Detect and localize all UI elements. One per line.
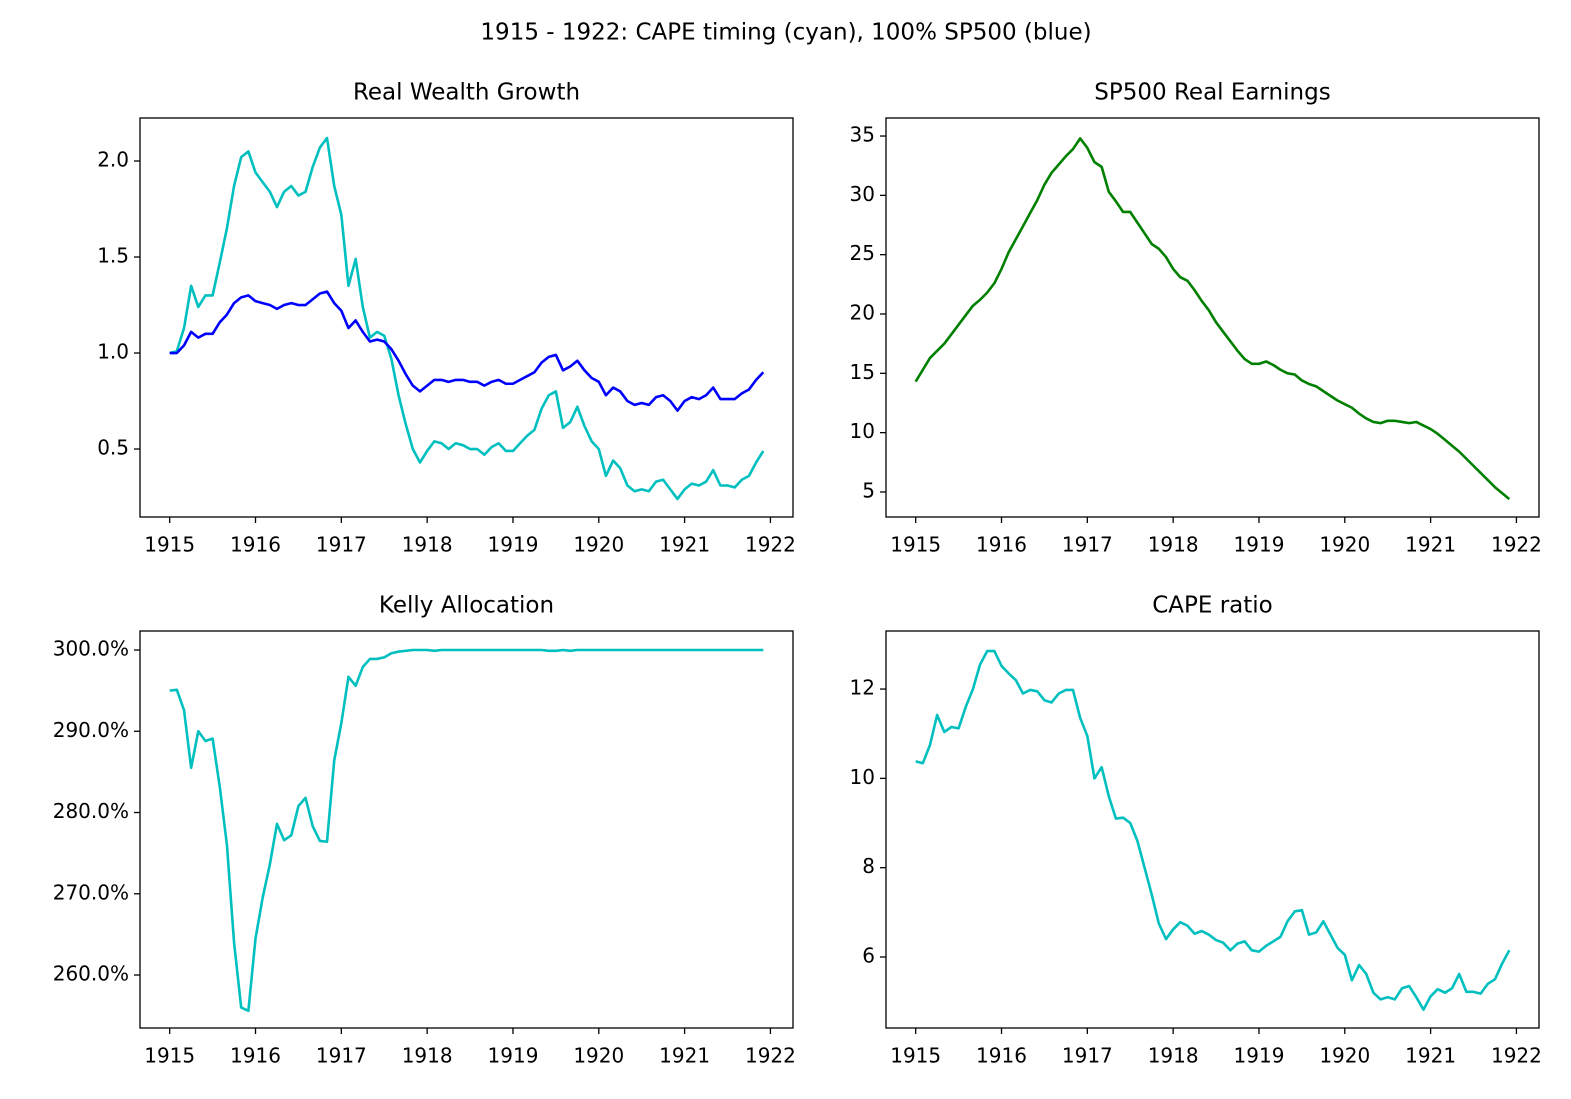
- y-tick-label: 10: [850, 419, 875, 443]
- line-series: [914, 137, 1511, 501]
- x-tick-label: 1915: [144, 1044, 195, 1068]
- x-tick-label: 1920: [573, 533, 624, 557]
- line-series: [169, 136, 765, 501]
- x-tick-label: 1920: [1319, 533, 1370, 557]
- x-tick-label: 1918: [1148, 533, 1199, 557]
- line-series: [169, 648, 764, 1013]
- y-tick-label: 270.0%: [53, 880, 129, 904]
- subplot-title: Kelly Allocation: [379, 593, 554, 619]
- x-tick-label: 1919: [488, 533, 539, 557]
- x-tick-label: 1917: [1062, 533, 1113, 557]
- x-tick-label: 1919: [1234, 533, 1285, 557]
- x-tick-label: 1921: [659, 1044, 710, 1068]
- y-tick-label: 12: [850, 676, 875, 700]
- x-tick-label: 1916: [230, 1044, 281, 1068]
- x-tick-label: 1920: [1319, 1044, 1370, 1068]
- subplot-title: CAPE ratio: [1152, 593, 1273, 619]
- x-tick-label: 1922: [1491, 1044, 1542, 1068]
- x-tick-label: 1916: [976, 533, 1027, 557]
- y-tick-label: 8: [862, 854, 875, 878]
- x-tick-label: 1916: [230, 533, 281, 557]
- axes-frame: [885, 117, 1540, 518]
- x-tick-label: 1915: [890, 533, 941, 557]
- y-tick-label: 1.5: [97, 244, 129, 268]
- y-tick-label: 10: [850, 765, 875, 789]
- x-tick-label: 1917: [1062, 1044, 1113, 1068]
- line-series: [169, 290, 765, 412]
- x-tick-label: 1917: [316, 1044, 367, 1068]
- y-tick-label: 5: [862, 478, 875, 502]
- axes-frame: [139, 630, 794, 1029]
- axes-frame: [885, 630, 1540, 1029]
- y-tick-label: 2.0: [97, 148, 129, 172]
- x-tick-label: 1915: [890, 1044, 941, 1068]
- subplot-title: SP500 Real Earnings: [1094, 80, 1330, 106]
- figure-title: 1915 - 1922: CAPE timing (cyan), 100% SP…: [480, 20, 1091, 46]
- x-tick-label: 1920: [573, 1044, 624, 1068]
- x-tick-label: 1918: [402, 533, 453, 557]
- x-tick-label: 1917: [316, 533, 367, 557]
- x-tick-label: 1918: [1148, 1044, 1199, 1068]
- x-tick-label: 1915: [144, 533, 195, 557]
- x-tick-label: 1916: [976, 1044, 1027, 1068]
- x-tick-label: 1922: [1491, 533, 1542, 557]
- y-tick-label: 20: [850, 301, 875, 325]
- y-tick-label: 290.0%: [53, 718, 129, 742]
- y-tick-label: 25: [850, 241, 875, 265]
- y-tick-label: 30: [850, 182, 875, 206]
- y-tick-label: 260.0%: [53, 962, 129, 986]
- y-tick-label: 0.5: [97, 436, 129, 460]
- x-tick-label: 1919: [1234, 1044, 1285, 1068]
- x-tick-label: 1921: [1405, 1044, 1456, 1068]
- y-tick-label: 35: [850, 123, 875, 147]
- x-tick-label: 1918: [402, 1044, 453, 1068]
- y-tick-label: 1.0: [97, 340, 129, 364]
- x-tick-label: 1919: [488, 1044, 539, 1068]
- x-tick-label: 1922: [745, 533, 796, 557]
- x-tick-label: 1922: [745, 1044, 796, 1068]
- subplot-title: Real Wealth Growth: [353, 80, 580, 106]
- y-tick-label: 300.0%: [53, 637, 129, 661]
- axes-frame: [139, 117, 794, 518]
- x-tick-label: 1921: [659, 533, 710, 557]
- y-tick-label: 280.0%: [53, 799, 129, 823]
- y-tick-label: 6: [862, 943, 875, 967]
- line-series: [915, 649, 1511, 1011]
- x-tick-label: 1921: [1405, 533, 1456, 557]
- y-tick-label: 15: [850, 360, 875, 384]
